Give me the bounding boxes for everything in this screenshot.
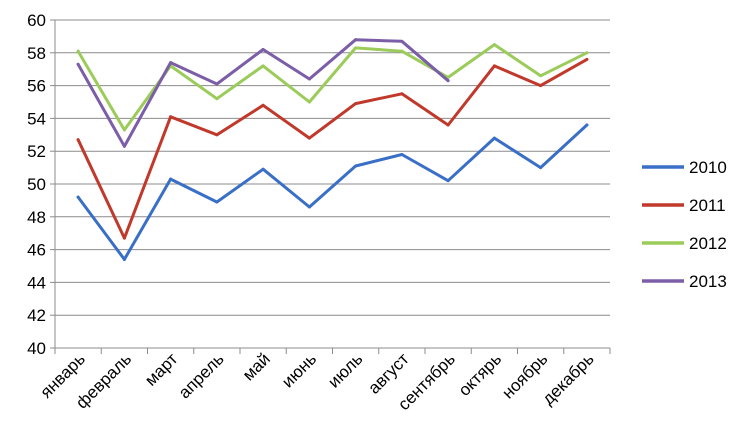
data-point-2011: [492, 64, 496, 68]
data-point-2010: [122, 257, 126, 261]
y-tick-label: 48: [27, 208, 46, 227]
data-point-2010: [354, 164, 358, 168]
data-point-2013: [307, 77, 311, 81]
data-point-2012: [354, 46, 358, 50]
y-tick-label: 52: [27, 142, 46, 161]
legend-label-2010: 2010: [689, 158, 727, 177]
y-tick-label: 60: [27, 11, 46, 30]
data-point-2013: [446, 79, 450, 83]
series-line-2010: [76, 123, 589, 261]
data-point-2011: [585, 57, 589, 61]
y-tick-label: 58: [27, 44, 46, 63]
data-point-2010: [307, 205, 311, 209]
x-tick-label: март: [141, 349, 181, 389]
x-tick-label: май: [239, 349, 274, 384]
data-point-2010: [76, 195, 80, 199]
data-point-2010: [585, 123, 589, 127]
data-point-2013: [122, 144, 126, 148]
data-point-2010: [492, 136, 496, 140]
legend-label-2013: 2013: [689, 272, 727, 291]
y-tick-label: 50: [27, 175, 46, 194]
x-tick-label: июнь: [278, 349, 320, 391]
data-point-2012: [400, 49, 404, 53]
legend-label-2011: 2011: [689, 196, 726, 215]
x-tick-label: декабрь: [539, 349, 598, 408]
data-point-2011: [307, 136, 311, 140]
data-point-2012: [122, 128, 126, 132]
data-point-2010: [539, 166, 543, 170]
data-point-2011: [122, 236, 126, 240]
y-tick-label: 42: [27, 306, 46, 325]
series-lines: [76, 38, 589, 261]
data-point-2012: [539, 74, 543, 78]
data-point-2011: [539, 84, 543, 88]
data-point-2012: [76, 49, 80, 53]
data-point-2010: [215, 200, 219, 204]
data-point-2010: [446, 179, 450, 183]
gridlines: [50, 19, 610, 349]
y-tick-label: 46: [27, 241, 46, 260]
data-point-2011: [215, 133, 219, 137]
data-point-2012: [215, 97, 219, 101]
data-point-2010: [261, 167, 265, 171]
data-point-2013: [169, 61, 173, 65]
data-point-2013: [215, 82, 219, 86]
data-point-2011: [446, 123, 450, 127]
y-axis-tick-labels: 40 42 44 46 48 50 52 54 56 58 60: [27, 11, 46, 358]
data-point-2011: [354, 102, 358, 106]
data-point-2012: [261, 64, 265, 68]
series-line-2013: [76, 38, 450, 148]
data-point-2011: [169, 115, 173, 119]
y-tick-label: 56: [27, 77, 46, 96]
data-point-2011: [76, 138, 80, 142]
data-point-2013: [261, 48, 265, 52]
legend: 2010 2011 2012 2013: [642, 158, 727, 291]
data-point-2012: [585, 51, 589, 55]
y-tick-label: 44: [27, 273, 46, 292]
y-tick-label: 54: [27, 109, 46, 128]
data-point-2012: [492, 43, 496, 47]
data-point-2012: [307, 100, 311, 104]
x-tick-label: апрель: [175, 349, 228, 402]
data-point-2013: [76, 62, 80, 66]
x-tick-label: июль: [324, 349, 366, 391]
data-point-2010: [400, 152, 404, 156]
x-tick-label: октярь: [455, 349, 506, 400]
series-line-2011: [76, 57, 589, 240]
x-axis: [54, 20, 611, 354]
data-point-2013: [354, 38, 358, 42]
data-point-2013: [400, 39, 404, 43]
data-point-2011: [261, 103, 265, 107]
legend-label-2012: 2012: [689, 234, 727, 253]
y-tick-label: 40: [27, 339, 46, 358]
data-point-2011: [400, 92, 404, 96]
data-point-2010: [169, 177, 173, 181]
